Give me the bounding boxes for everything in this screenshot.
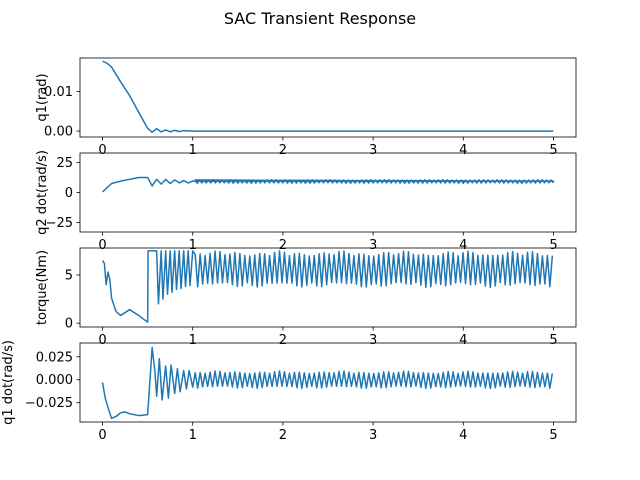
x-tick-label-2-1: 1 (189, 238, 197, 253)
subplot-3: 0 1 2 3 4 5 0 5 torque(Nm) (35, 247, 577, 348)
y-axis-label-1: q1(rad) (35, 73, 50, 121)
y-tick-label-1-1: 0.01 (44, 85, 73, 100)
x-tick-label-2-3: 3 (369, 238, 377, 253)
y-tick-label-1-0: 0.00 (44, 125, 73, 140)
x-tick-label-2-0: 0 (98, 238, 106, 253)
x-tick-label-1-2: 2 (279, 143, 287, 158)
y-tick-label-3-0: 0 (65, 317, 73, 332)
figure-title: SAC Transient Response (224, 9, 416, 28)
x-tick-label-1-0: 0 (98, 143, 106, 158)
x-tick-label-2-2: 2 (279, 238, 287, 253)
x-tick-label-3-0: 0 (98, 333, 106, 348)
x-tick-label-4-2: 2 (279, 428, 287, 443)
x-tick-label-3-3: 3 (369, 333, 377, 348)
subplot-4: 0 1 2 3 4 5 −0.025 0.000 0.025 q1 dot(rad/s) (1, 340, 577, 443)
x-tick-label-4-3: 3 (369, 428, 377, 443)
x-tick-label-1-5: 5 (549, 143, 557, 158)
series-line-3-1 (101, 250, 554, 323)
x-tick-label-2-4: 4 (459, 238, 467, 253)
series-line-2-1 (102, 176, 555, 193)
x-tick-label-2-5: 5 (549, 238, 557, 253)
series-line-1-1 (102, 60, 554, 134)
x-tick-label-3-5: 5 (549, 333, 557, 348)
x-tick-label-3-4: 4 (459, 333, 467, 348)
axes-frame-4 (79, 342, 577, 423)
x-tick-label-1-1: 1 (189, 143, 197, 158)
y-tick-label-4-1: 0.000 (36, 373, 73, 388)
y-tick-label-2-2: 25 (56, 156, 73, 171)
y-tick-label-4-0: −0.025 (25, 396, 73, 411)
subplot-2: 0 1 2 3 4 5 −25 0 25 q2 dot(rad/s) (35, 150, 577, 253)
x-tick-label-3-2: 2 (279, 333, 287, 348)
y-axis-label-3: torque(Nm) (35, 250, 50, 325)
x-tick-label-4-5: 5 (549, 428, 557, 443)
x-tick-label-1-4: 4 (459, 143, 467, 158)
x-tick-label-4-4: 4 (459, 428, 467, 443)
y-tick-label-4-2: 0.025 (36, 350, 73, 365)
x-tick-label-1-3: 3 (369, 143, 377, 158)
y-tick-label-2-0: −25 (46, 216, 73, 231)
y-tick-label-3-1: 5 (65, 268, 73, 283)
y-tick-label-2-1: 0 (65, 186, 73, 201)
x-tick-label-4-1: 1 (189, 428, 197, 443)
x-tick-label-4-0: 0 (98, 428, 106, 443)
axes-frame-1 (79, 57, 577, 138)
y-axis-label-2: q2 dot(rad/s) (35, 150, 50, 235)
x-tick-label-3-1: 1 (189, 333, 197, 348)
y-axis-label-4: q1 dot(rad/s) (1, 340, 16, 425)
series-line-4-1 (101, 346, 554, 420)
axes-frame-3 (79, 247, 577, 328)
